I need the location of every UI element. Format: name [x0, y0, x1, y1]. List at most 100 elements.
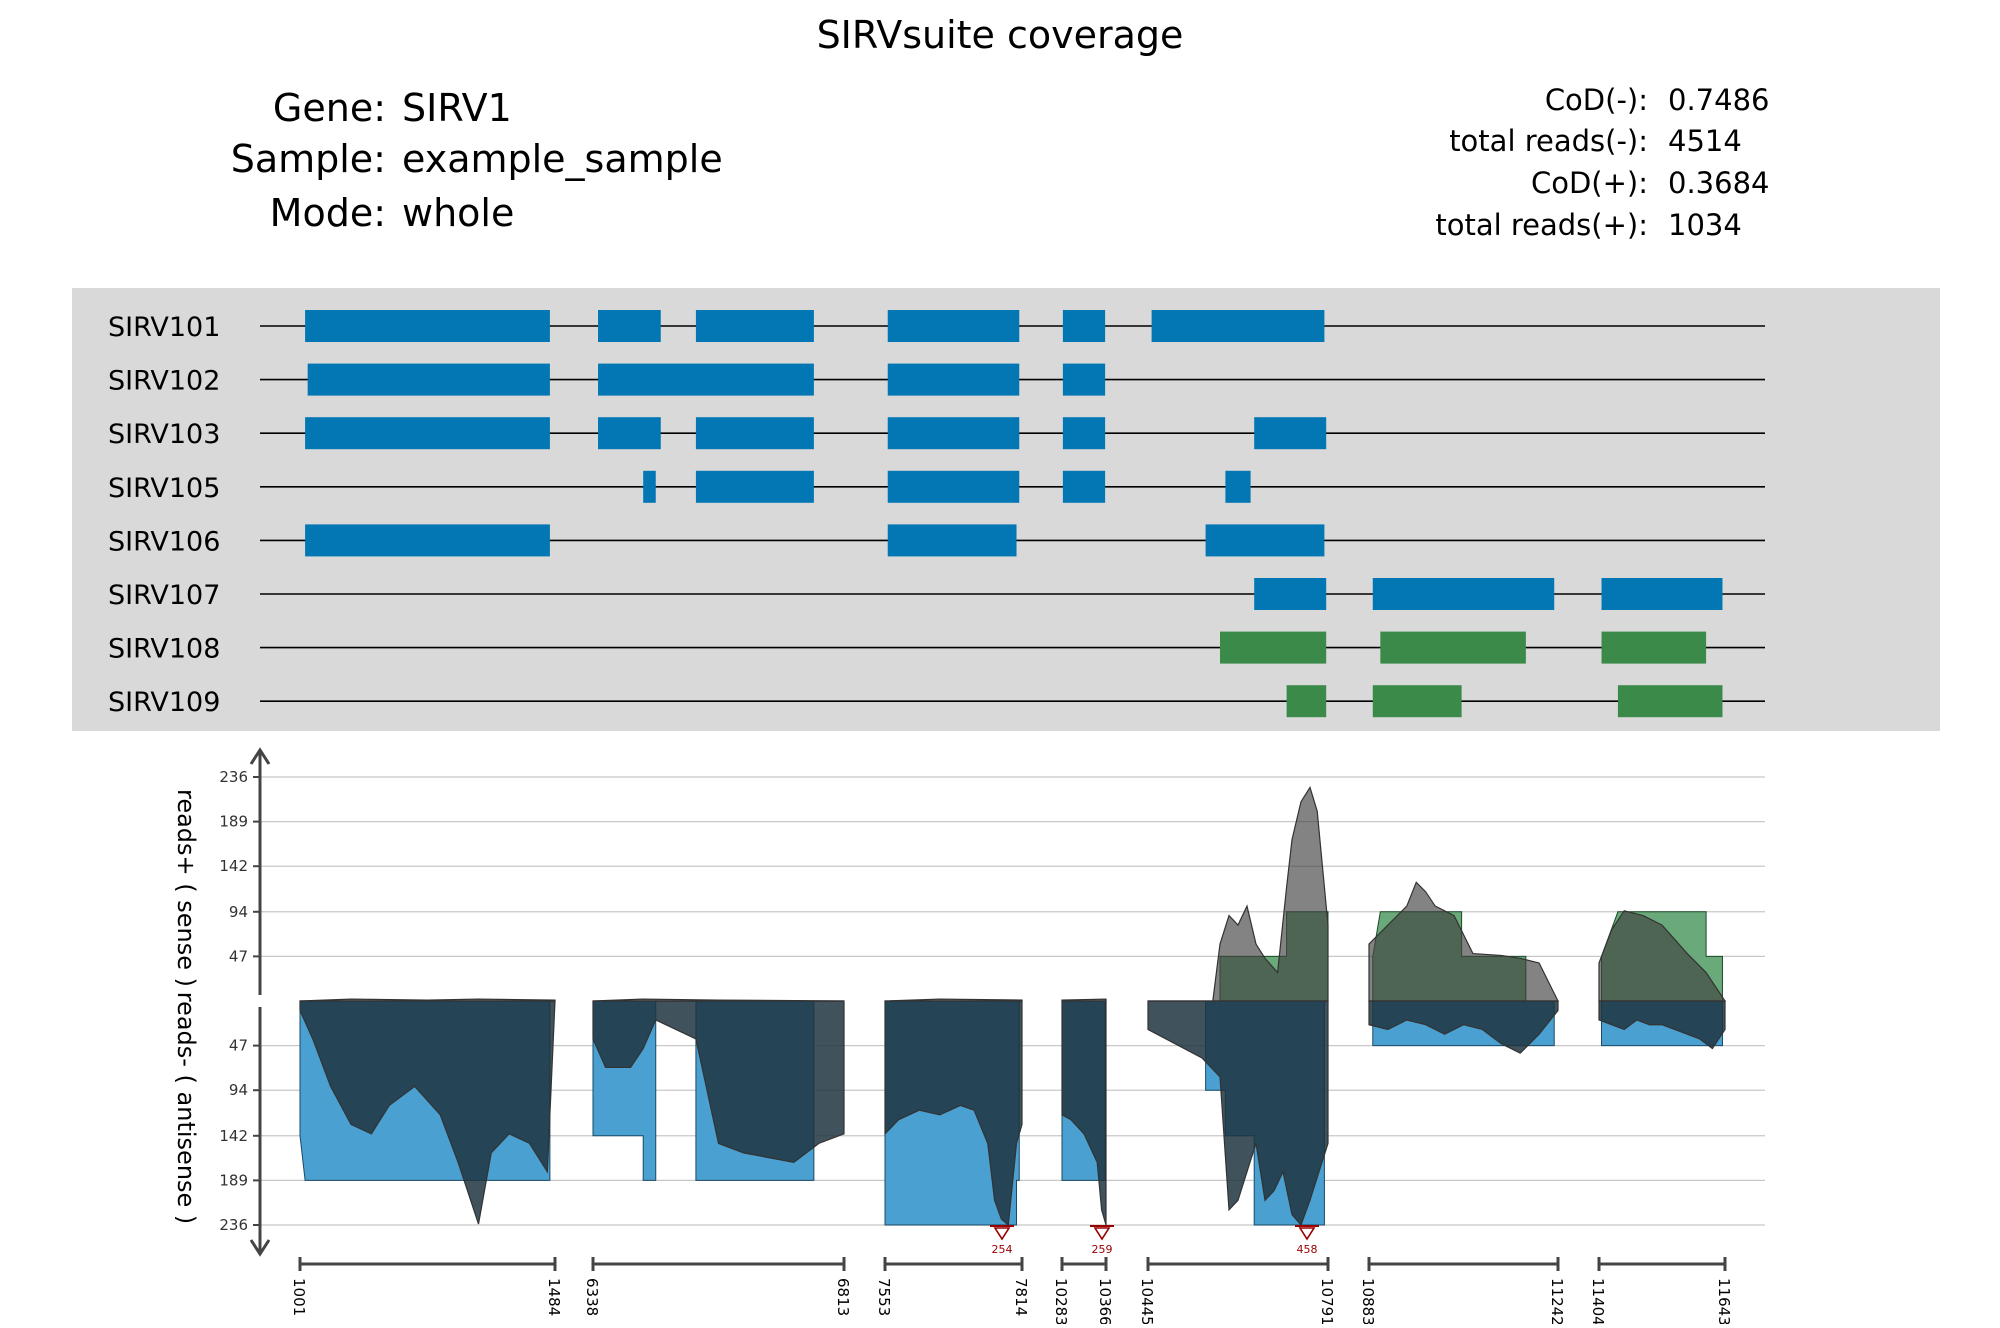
transcript-label-sirv102: SIRV102	[108, 366, 220, 397]
transcript-label-sirv105: SIRV105	[108, 473, 220, 504]
exon-block	[1617, 685, 1723, 718]
transcript-label-sirv103: SIRV103	[108, 419, 220, 450]
segment-start-label: 11404	[1589, 1278, 1607, 1324]
observed-coverage-sense	[299, 998, 556, 1002]
transcript-label-sirv108: SIRV108	[108, 634, 220, 665]
exon-block	[1601, 631, 1707, 664]
stat-cod-minus-label: CoD(-):	[1545, 83, 1648, 117]
observed-coverage-sense	[1598, 910, 1727, 1002]
observed-coverage-antisense	[592, 1000, 845, 1163]
observed-coverage-antisense	[1598, 1000, 1726, 1050]
exon-block	[1286, 685, 1327, 718]
y-tick-label-sense: 94	[229, 903, 248, 921]
truncation-markers: 254 259 458	[990, 1225, 1319, 1256]
segment-end-label: 11242	[1548, 1278, 1566, 1324]
segment-end-label: 10791	[1318, 1278, 1336, 1324]
coverage-plot	[299, 786, 1727, 1227]
exon-block	[887, 363, 1020, 396]
y-tick-label-sense: 47	[229, 947, 248, 965]
segment-end-label: 10366	[1096, 1278, 1114, 1324]
exon-block	[1601, 578, 1723, 610]
exon-block	[887, 417, 1020, 450]
segment-end-label: 1484	[545, 1278, 563, 1316]
annotation-panel	[72, 288, 1940, 731]
exon-block	[305, 417, 550, 450]
y-tick-label-antisense: 236	[219, 1216, 248, 1234]
exon-block	[1062, 417, 1106, 450]
exon-block	[305, 524, 550, 557]
mode-label: Mode:	[270, 191, 386, 235]
y-axis-arrow-down	[249, 1239, 271, 1257]
exon-block	[1372, 685, 1462, 718]
sample-label: Sample:	[231, 137, 386, 181]
observed-coverage-sense	[1368, 881, 1559, 1002]
stat-cod-minus-value: 0.7486	[1668, 83, 1769, 117]
observed-coverage-antisense	[884, 1000, 1023, 1227]
observed-coverage-sense	[1061, 998, 1107, 1002]
exon-block	[1225, 470, 1251, 503]
stat-total-minus-label: total reads(-):	[1449, 124, 1648, 158]
transcript-label-sirv106: SIRV106	[108, 526, 220, 557]
segment-end-label: 6813	[834, 1278, 852, 1316]
stat-cod-plus-value: 0.3684	[1668, 166, 1769, 200]
observed-coverage-sense	[592, 998, 845, 1002]
transcript-label-sirv101: SIRV101	[108, 312, 220, 343]
segment-start-label: 1001	[290, 1278, 308, 1316]
exon-block	[1254, 417, 1327, 450]
exon-block	[598, 363, 814, 396]
exon-block	[1205, 524, 1325, 557]
segment-start-label: 10445	[1138, 1278, 1156, 1324]
sample-value: example_sample	[402, 137, 723, 181]
y-tick-label-sense: 142	[219, 857, 248, 875]
segment-start-label: 10883	[1359, 1278, 1377, 1324]
observed-coverage-sense	[1148, 786, 1329, 1002]
exon-block	[598, 310, 661, 342]
exon-block	[887, 524, 1017, 557]
exon-block	[1380, 631, 1526, 664]
transcript-annotation: SIRV101 SIRV102 SIRV103 SIRV105 SIRV106 SIRV1…	[108, 310, 1765, 718]
y-axis-arrow-up	[249, 747, 271, 765]
truncation-marker-triangle	[993, 1227, 1011, 1241]
segment-end-label: 7814	[1012, 1278, 1030, 1316]
truncation-marker-triangle	[1298, 1227, 1316, 1241]
exon-block	[1151, 310, 1325, 342]
stat-total-plus-value: 1034	[1668, 208, 1742, 242]
exon-block	[887, 310, 1020, 342]
gene-label: Gene:	[273, 86, 386, 130]
exon-block	[1254, 578, 1327, 610]
stat-cod-plus-label: CoD(+):	[1531, 166, 1648, 200]
segment-start-label: 7553	[875, 1278, 893, 1316]
genomic-x-axis: 1001 1484 6338 6813 7553 7814 10283 10366 10445 1…	[290, 1257, 1733, 1326]
exon-block	[1062, 470, 1106, 503]
stat-total-minus-value: 4514	[1668, 124, 1742, 158]
truncation-marker-triangle	[1093, 1227, 1111, 1241]
y-tick-label-antisense: 94	[229, 1081, 248, 1099]
exon-block	[643, 470, 656, 503]
y-tick-label-sense: 189	[219, 813, 248, 831]
exon-block	[887, 470, 1020, 503]
segment-start-label: 6338	[583, 1278, 601, 1316]
transcript-label-sirv107: SIRV107	[108, 580, 220, 611]
truncation-marker-label: 458	[1297, 1243, 1318, 1256]
y-tick-label-antisense: 47	[229, 1037, 248, 1055]
segment-start-label: 10283	[1052, 1278, 1070, 1324]
page-title: SIRVsuite coverage	[817, 13, 1184, 57]
coverage-y-axis: 47 47 94 94 142 142 189 189 236 236	[219, 747, 271, 1257]
truncation-marker-label: 254	[992, 1243, 1013, 1256]
stat-total-plus-label: total reads(+):	[1435, 208, 1648, 242]
y-axis-label-sense: reads+ ( sense )	[172, 789, 200, 987]
y-tick-label-antisense: 142	[219, 1127, 248, 1145]
truncation-marker-label: 259	[1092, 1243, 1113, 1256]
observed-coverage-sense	[884, 998, 1023, 1002]
exon-block	[1220, 631, 1327, 664]
gene-value: SIRV1	[402, 86, 512, 130]
exon-block	[1372, 578, 1555, 610]
observed-coverage-antisense	[1061, 1000, 1107, 1226]
segment-end-label: 11643	[1715, 1278, 1733, 1324]
exon-block	[1062, 363, 1106, 396]
exon-block	[307, 363, 550, 396]
mode-value: whole	[402, 191, 514, 235]
observed-coverage-antisense	[1147, 1000, 1329, 1227]
transcript-label-sirv109: SIRV109	[108, 687, 220, 718]
